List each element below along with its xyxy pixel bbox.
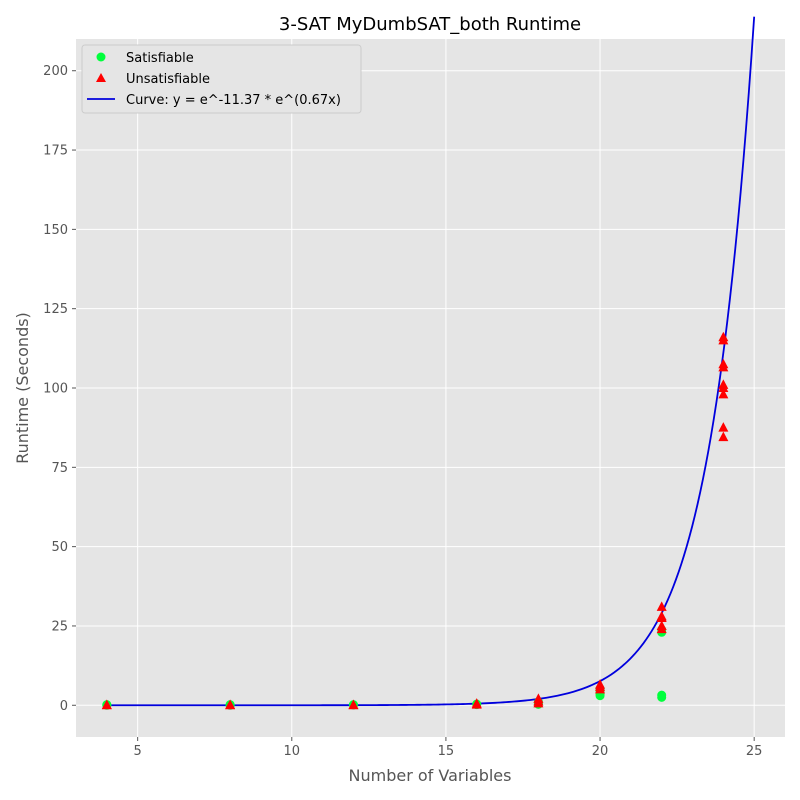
unsatisfiable-point <box>656 620 667 630</box>
legend-satisfiable-label: Satisfiable <box>126 51 194 66</box>
y-tick-label: 25 <box>51 619 68 634</box>
legend-unsatisfiable-label: Unsatisfiable <box>126 72 210 87</box>
y-tick-label: 150 <box>43 223 68 238</box>
unsatisfiable-point <box>718 431 729 442</box>
plot-series <box>101 16 756 710</box>
unsatisfiable-point <box>656 610 667 621</box>
unsatisfiable-point <box>348 699 359 709</box>
tick-labels: 5 10 15 20 25 0 25 50 75 100 125 150 175 200 <box>43 64 762 759</box>
unsatisfiable-point <box>471 698 482 708</box>
y-tick-label: 75 <box>51 461 68 476</box>
unsatisfiable-point <box>101 699 112 709</box>
y-tick-label: 50 <box>51 540 68 555</box>
x-tick-label: 10 <box>284 744 301 759</box>
y-axis-label: Runtime (Seconds) <box>13 312 32 464</box>
unsatisfiable-point <box>718 331 729 342</box>
y-tick-label: 0 <box>60 699 68 714</box>
legend-unsatisfiable-marker <box>96 73 106 82</box>
unsatisfiable-point <box>718 358 729 369</box>
y-tick-label: 175 <box>43 144 68 159</box>
legend: Satisfiable Unsatisfiable Curve: y = e^-… <box>81 44 362 114</box>
unsatisfiable-point <box>718 422 729 432</box>
x-tick-label: 5 <box>134 744 142 759</box>
legend-box <box>81 44 362 114</box>
y-tick-label: 200 <box>43 64 68 79</box>
unsatisfiable-point <box>718 379 729 389</box>
fit-curve-line <box>106 16 756 707</box>
y-tick-label: 100 <box>43 382 68 397</box>
unsatisfiable-point <box>656 601 667 611</box>
unsatisfiable-point <box>225 699 236 709</box>
satisfiable-point <box>657 690 667 700</box>
legend-satisfiable-marker <box>96 52 106 62</box>
unsatisfiable-point <box>718 388 729 399</box>
x-tick-label: 25 <box>746 744 763 759</box>
unsatisfiable-point <box>595 679 606 689</box>
x-axis-label: Number of Variables <box>349 766 512 785</box>
x-tick-label: 20 <box>592 744 609 759</box>
unsatisfiable-point <box>533 693 544 703</box>
chart-title: 3-SAT MyDumbSAT_both Runtime <box>279 14 581 35</box>
x-tick-label: 15 <box>438 744 455 759</box>
y-tick-label: 125 <box>43 302 68 317</box>
legend-curve-label: Curve: y = e^-11.37 * e^(0.67x) <box>126 93 341 108</box>
